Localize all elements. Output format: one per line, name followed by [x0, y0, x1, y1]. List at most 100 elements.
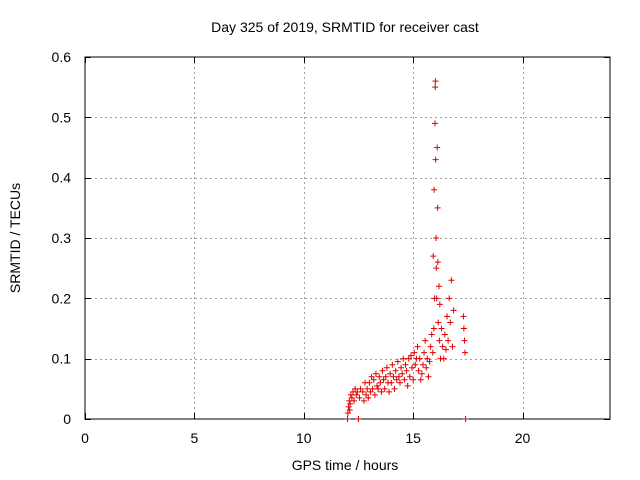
data-point-marker	[395, 373, 402, 380]
data-point-marker	[407, 352, 414, 359]
data-point-marker	[378, 388, 385, 395]
data-point-marker	[379, 367, 386, 374]
data-point-marker	[414, 343, 421, 350]
data-point-marker	[438, 325, 445, 332]
data-point-marker	[348, 394, 355, 401]
x-tick-label: 0	[81, 430, 89, 446]
data-point-marker	[410, 376, 417, 383]
data-point-marker	[448, 277, 455, 284]
data-point-marker	[345, 403, 352, 410]
grid-lines	[85, 57, 610, 419]
data-point-marker	[421, 349, 428, 356]
data-point-marker	[388, 379, 395, 386]
data-point-marker	[390, 373, 397, 380]
x-tick-label: 20	[515, 430, 531, 446]
data-point-marker	[386, 388, 393, 395]
data-point-marker	[344, 416, 351, 422]
data-point-marker	[398, 364, 405, 371]
data-point-marker	[360, 397, 367, 404]
data-point-marker	[401, 376, 408, 383]
data-point-marker	[430, 325, 437, 332]
x-tick-label: 15	[405, 430, 421, 446]
y-axis-label: SRMTID / TECUs	[7, 183, 23, 293]
data-point-marker	[359, 388, 366, 395]
data-point-marker	[435, 319, 442, 326]
data-point-marker	[377, 379, 384, 386]
data-point-marker	[347, 391, 354, 398]
data-point-marker	[462, 416, 469, 422]
data-point-marker	[436, 337, 443, 344]
data-point-marker	[397, 379, 403, 386]
data-point-marker	[429, 349, 436, 356]
data-point-marker	[367, 388, 374, 395]
y-tick-label: 0.5	[52, 109, 72, 125]
data-point-marker	[399, 370, 406, 377]
data-point-marker	[432, 120, 438, 127]
data-point-marker	[419, 361, 426, 368]
x-tick-label: 5	[190, 430, 198, 446]
y-tick-label: 0	[63, 411, 71, 427]
y-tick-label: 0.1	[52, 351, 72, 367]
data-point-marker	[441, 331, 448, 338]
data-point-marker	[391, 385, 398, 392]
data-point-marker	[434, 259, 441, 266]
data-point-marker	[353, 391, 360, 398]
data-point-marker	[434, 144, 441, 151]
data-point-marker	[354, 388, 361, 395]
data-point-marker	[440, 355, 447, 362]
data-point-marker	[356, 394, 363, 401]
data-point-marker	[372, 370, 379, 377]
data-point-marker	[460, 325, 467, 332]
y-tick-label: 0.3	[52, 230, 72, 246]
data-point-marker	[434, 204, 441, 211]
data-point-marker	[428, 331, 435, 338]
data-point-marker	[433, 265, 440, 272]
data-point-marker	[368, 373, 375, 380]
data-point-marker	[432, 84, 439, 91]
data-point-marker	[365, 394, 372, 401]
data-point-marker	[447, 319, 454, 326]
data-point-marker	[424, 355, 431, 362]
data-point-marker	[423, 364, 430, 371]
y-tick-label: 0.4	[52, 170, 72, 186]
data-point-marker	[432, 78, 439, 85]
data-point-marker	[422, 337, 429, 344]
data-point-marker	[416, 355, 423, 362]
data-point-marker	[347, 400, 354, 407]
data-point-marker	[402, 361, 409, 368]
y-tick-label: 0.2	[52, 290, 72, 306]
tick-labels: 0 5 10 15 20 0 0.1 0.2 0.3 0.4 0.5 0.6	[52, 49, 531, 446]
data-point-marker	[417, 376, 424, 383]
data-point-marker	[409, 364, 416, 371]
data-point-marker	[418, 370, 425, 377]
data-point-marker	[433, 295, 440, 302]
data-point-marker	[355, 416, 362, 422]
data-point-marker	[432, 156, 439, 163]
data-point-marker	[427, 343, 434, 350]
data-point-marker	[446, 295, 453, 302]
data-point-marker	[381, 385, 388, 392]
data-point-marker	[370, 376, 377, 383]
data-point-marker	[376, 373, 383, 380]
data-point-marker	[461, 337, 468, 344]
data-point-marker	[405, 355, 412, 362]
data-point-marker	[426, 358, 433, 365]
data-point-marker	[461, 349, 468, 356]
data-point-marker	[380, 376, 387, 383]
data-point-marker	[435, 283, 442, 290]
data-point-marker	[442, 346, 449, 353]
data-point-marker	[369, 385, 376, 392]
data-point-marker	[375, 385, 382, 392]
data-point-marker	[411, 349, 418, 356]
data-point-marker	[433, 235, 440, 241]
data-point-marker	[439, 343, 446, 350]
data-point-marker	[363, 391, 370, 398]
data-point-marker	[392, 367, 399, 374]
data-point-marker	[389, 361, 396, 368]
data-point-marker	[431, 186, 438, 193]
data-point-marker	[406, 373, 413, 380]
data-point-marker	[366, 379, 373, 386]
data-points	[344, 78, 469, 422]
data-point-marker	[415, 367, 422, 374]
